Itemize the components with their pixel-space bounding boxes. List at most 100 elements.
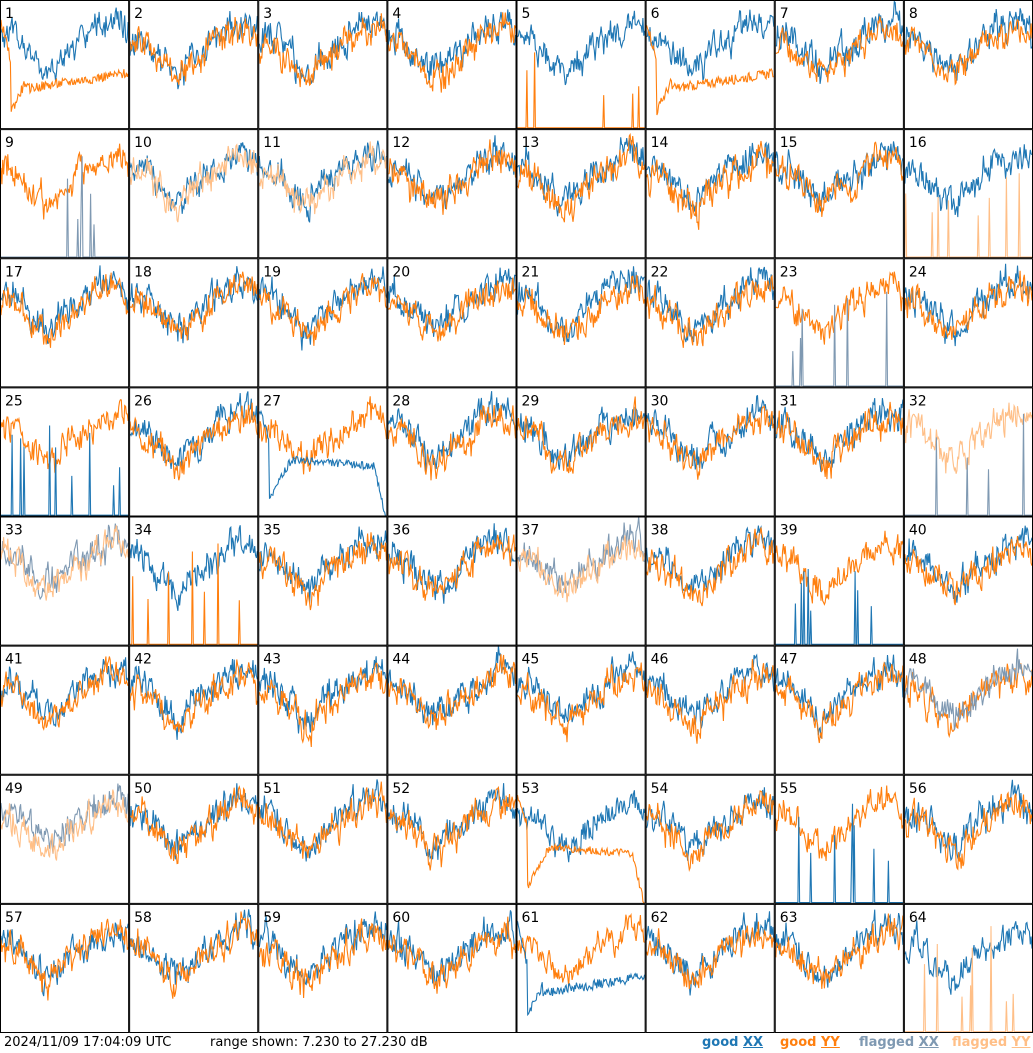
panel-13-series-good-yy <box>517 132 646 223</box>
panel-22-frame <box>645 258 775 388</box>
panel-26-series-good-yy <box>129 402 258 481</box>
panel-48-label: 48 <box>909 652 927 668</box>
panel-13-label: 13 <box>522 135 540 151</box>
range-unit: dB <box>410 1035 428 1050</box>
panel-32-series-flagged-yy <box>904 402 1033 474</box>
panel-52-frame <box>387 774 517 904</box>
panel-41-series-good-yy <box>0 656 129 731</box>
panel-47-series-good-yy <box>775 661 904 744</box>
panel-26-frame <box>129 387 259 517</box>
panel-6-frame <box>645 0 775 130</box>
panel-21-frame <box>516 258 646 388</box>
panel-42-frame <box>129 645 259 775</box>
panel-64-label: 64 <box>909 910 927 926</box>
panel-6-label: 6 <box>651 6 660 22</box>
panel-52: 52 <box>387 774 517 904</box>
panel-59-frame <box>258 903 388 1033</box>
panel-44-series-good-yy <box>387 654 517 730</box>
panel-53-label: 53 <box>522 781 540 797</box>
panel-8-label: 8 <box>909 6 918 22</box>
panel-39-series-good-yy <box>775 530 904 606</box>
panel-10-label: 10 <box>134 135 152 151</box>
panel-1-label: 1 <box>5 6 14 22</box>
panel-35-series-good-yy <box>258 532 387 611</box>
panel-1-series-good-xx <box>0 7 129 82</box>
panel-16: 16 <box>903 129 1033 259</box>
panel-24-series-good-yy <box>904 270 1033 340</box>
panel-59-label: 59 <box>263 910 281 926</box>
panel-39-frame <box>774 516 904 646</box>
panel-53-frame <box>516 774 646 904</box>
panel-16-series-flagged-yy <box>904 173 1032 258</box>
panel-34-label: 34 <box>134 523 152 539</box>
panel-5-label: 5 <box>522 6 531 22</box>
panel-1-series-good-yy <box>0 19 129 112</box>
panel-48-series-good-yy <box>904 662 1033 739</box>
panel-64-series-good-xx <box>904 920 1033 995</box>
panel-40-label: 40 <box>909 523 927 539</box>
panel-43-frame <box>258 645 388 775</box>
panel-51-label: 51 <box>263 781 281 797</box>
panel-58: 58 <box>129 903 259 1033</box>
panel-12-series-good-yy <box>388 139 517 215</box>
panel-51-frame <box>258 774 388 904</box>
panel-41-label: 41 <box>5 652 23 668</box>
panel-10-frame <box>129 129 259 259</box>
panel-23-label: 23 <box>780 264 798 280</box>
panel-37-series-flagged-yy <box>517 535 646 603</box>
panel-35-series-good-xx <box>258 526 387 604</box>
range-to-word: to <box>343 1035 357 1050</box>
panel-5-frame <box>516 0 646 130</box>
panel-63-frame <box>774 903 904 1033</box>
panel-37-frame <box>516 516 646 646</box>
panel-25: 25 <box>0 387 130 517</box>
panel-32-label: 32 <box>909 393 927 409</box>
panel-56-label: 56 <box>909 781 927 797</box>
panel-28-series-good-xx <box>387 391 517 474</box>
panel-3-frame <box>258 0 388 130</box>
panel-60: 60 <box>387 903 517 1033</box>
panel-49-frame <box>0 774 130 904</box>
panel-62-frame <box>645 903 775 1033</box>
panel-54: 54 <box>645 774 775 904</box>
panel-43: 43 <box>258 645 388 775</box>
panel-23-series-flagged-xx <box>775 291 903 387</box>
panel-17-series-good-yy <box>0 272 129 348</box>
panel-56: 56 <box>903 774 1033 904</box>
range-from: 7.230 <box>302 1035 340 1050</box>
panel-20-series-good-xx <box>387 267 516 337</box>
panel-11-series-good-xx <box>258 140 387 223</box>
panel-9-label: 9 <box>5 135 14 151</box>
panel-21-series-good-xx <box>516 266 645 343</box>
panel-3-label: 3 <box>263 6 272 22</box>
panel-49: 49 <box>0 774 130 904</box>
panel-31-label: 31 <box>780 393 798 409</box>
panel-8-series-good-xx <box>904 8 1033 81</box>
legend-good-xx-prefix: good <box>702 1035 743 1050</box>
panel-38-series-good-yy <box>646 527 775 607</box>
panel-20-frame <box>387 258 517 388</box>
panel-16-label: 16 <box>909 135 927 151</box>
panel-17: 17 <box>0 258 130 388</box>
panel-25-series-good-yy <box>0 399 129 476</box>
panel-48: 48 <box>903 645 1033 775</box>
panel-36-series-good-yy <box>387 534 517 601</box>
panel-33-frame <box>0 516 130 646</box>
panel-23-frame <box>774 258 904 388</box>
panel-57-label: 57 <box>5 910 23 926</box>
panel-54-label: 54 <box>651 781 669 797</box>
panel-50-label: 50 <box>134 781 152 797</box>
panel-22: 22 <box>645 258 775 388</box>
panel-44: 44 <box>387 645 517 775</box>
panel-59: 59 <box>258 903 388 1033</box>
panel-8-series-good-yy <box>904 18 1033 86</box>
panel-14-series-good-xx <box>646 141 775 217</box>
panel-47-series-good-xx <box>775 654 904 739</box>
panel-63-series-good-yy <box>775 913 904 989</box>
panel-34-frame <box>129 516 259 646</box>
panel-62: 62 <box>645 903 775 1033</box>
panel-50-series-good-yy <box>129 785 258 865</box>
panel-8-frame <box>903 0 1033 130</box>
panel-38: 38 <box>645 516 775 646</box>
panel-56-series-good-yy <box>904 791 1033 871</box>
